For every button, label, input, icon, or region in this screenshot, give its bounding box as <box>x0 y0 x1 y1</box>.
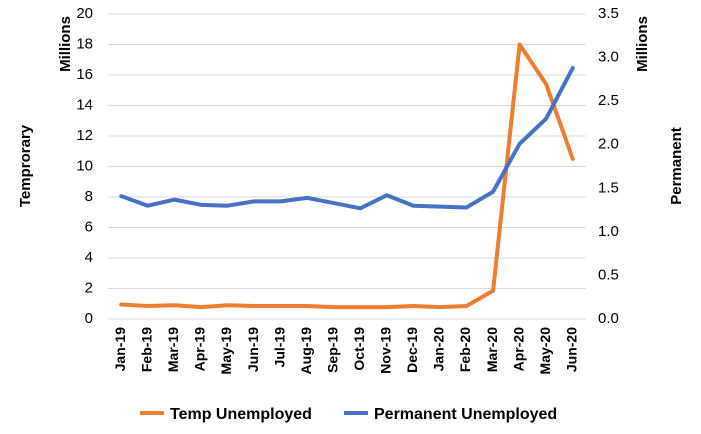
x-tick-label: Jun-19 <box>245 327 261 372</box>
left-tick-label: 4 <box>85 249 93 266</box>
left-tick-label: 12 <box>76 127 93 144</box>
x-tick-label: Apr-19 <box>192 327 208 372</box>
series-line-temp <box>119 42 575 310</box>
right-tick-label: 0.0 <box>598 310 619 327</box>
left-tick-label: 18 <box>76 35 93 52</box>
left-tick-label: 6 <box>85 218 93 235</box>
right-tick-label: 3.5 <box>598 5 619 22</box>
x-tick-label: Dec-19 <box>404 327 420 373</box>
right-tick-label: 0.5 <box>598 266 619 283</box>
left-tick-label: 10 <box>76 157 93 174</box>
left-axis-ticks: 0 2 4 6 8 10 12 14 16 18 20 <box>76 5 93 327</box>
x-tick-label: Jun-20 <box>563 327 579 372</box>
legend: Temp Unemployed Permanent Unemployed <box>140 406 557 423</box>
x-tick-label: May-20 <box>537 327 553 375</box>
gridlines <box>108 13 586 320</box>
x-tick-label: Feb-20 <box>457 327 473 372</box>
x-tick-label: May-19 <box>218 327 234 375</box>
right-axis-unit: Millions <box>634 16 651 72</box>
right-tick-label: 1.5 <box>598 179 619 196</box>
x-tick-label: Jan-20 <box>431 327 447 372</box>
x-tick-label: Jan-19 <box>112 327 128 372</box>
left-axis-unit: Millions <box>57 16 74 72</box>
x-tick-label: Mar-20 <box>484 327 500 372</box>
x-tick-label: Apr-20 <box>510 327 526 372</box>
x-tick-label: Jul-19 <box>271 327 287 368</box>
x-axis-ticks: Jan-19 Feb-19 Mar-19 Apr-19 May-19 Jun-19 Jul-… <box>112 327 579 375</box>
right-tick-label: 3.0 <box>598 49 619 66</box>
left-tick-label: 16 <box>76 66 93 83</box>
right-tick-label: 2.5 <box>598 92 619 109</box>
left-tick-label: 14 <box>76 96 93 113</box>
x-tick-label: Aug-19 <box>298 327 314 375</box>
series-lines <box>119 42 575 310</box>
right-tick-label: 1.0 <box>598 223 619 240</box>
left-tick-label: 8 <box>85 188 93 205</box>
left-tick-label: 20 <box>76 5 93 22</box>
left-tick-label: 0 <box>85 310 93 327</box>
x-tick-label: Oct-19 <box>351 327 367 371</box>
left-tick-label: 2 <box>85 279 93 296</box>
legend-label-temp: Temp Unemployed <box>170 406 312 423</box>
right-tick-label: 2.0 <box>598 136 619 153</box>
x-tick-label: Feb-19 <box>139 327 155 372</box>
right-axis-ticks: 0.0 0.5 1.0 1.5 2.0 2.5 3.0 3.5 <box>598 5 619 327</box>
x-tick-label: Sep-19 <box>324 327 340 373</box>
series-line-permanent <box>119 66 575 211</box>
left-axis-label: Temprorary <box>17 124 34 207</box>
x-tick-label: Mar-19 <box>165 327 181 372</box>
legend-label-permanent: Permanent Unemployed <box>374 406 557 423</box>
right-axis-label: Permanent <box>668 127 685 205</box>
x-tick-label: Nov-19 <box>378 327 394 374</box>
